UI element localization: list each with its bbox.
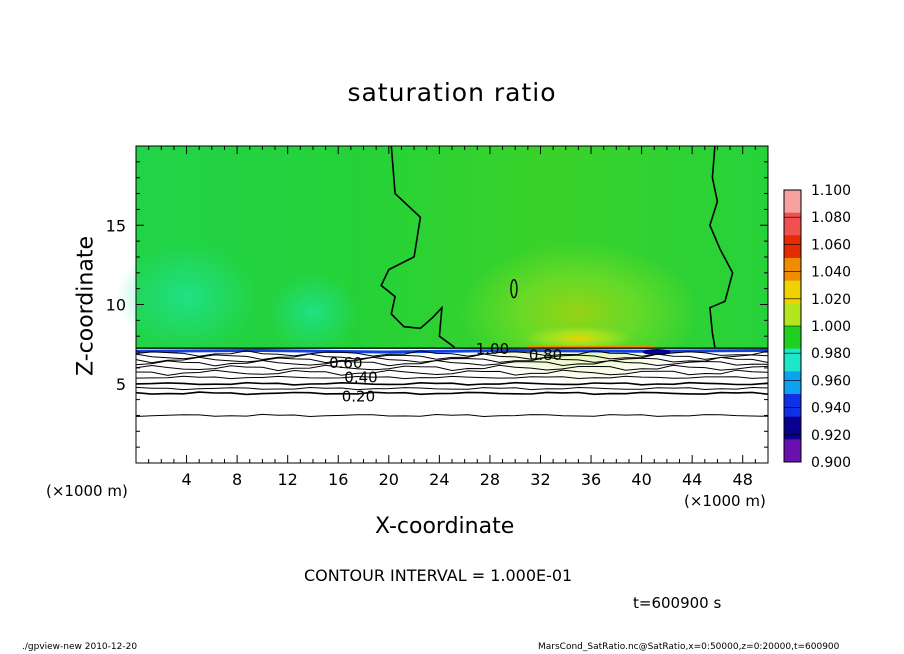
contour-line — [135, 356, 769, 364]
y-tick-label: 5 — [116, 375, 126, 394]
contour-label: 0.20 — [342, 387, 375, 405]
contour-line — [135, 386, 769, 391]
contour-label: 0.80 — [529, 346, 562, 364]
field-orange-band — [527, 345, 655, 349]
colorbar-bin — [784, 235, 801, 259]
colorbar-label: 1.060 — [811, 237, 851, 253]
colorbar-bin — [784, 348, 801, 372]
colorbar-bin — [784, 212, 801, 236]
x-tick-label: 28 — [480, 470, 500, 489]
colorbar-label: 0.980 — [811, 346, 851, 362]
colorbar-label: 1.100 — [811, 183, 851, 199]
contour-line — [135, 359, 769, 367]
colorbar: 1.100 1.080 1.060 1.040 1.020 1.000 0.980 0.960… — [783, 183, 851, 471]
colorbar-label: 1.000 — [811, 319, 851, 335]
contour-labels: 0.600.400.20 1.00 0.80 — [329, 340, 562, 406]
colorbar-label: 0.900 — [811, 455, 851, 471]
colorbar-label: 0.920 — [811, 428, 851, 444]
colorbar-label: 1.080 — [811, 210, 851, 226]
contour-line — [135, 364, 769, 372]
colorbar-bin — [784, 303, 801, 327]
saturation-field — [116, 146, 769, 383]
colorbar-bin — [784, 439, 801, 463]
colorbar-bin — [784, 190, 801, 214]
field-teal-patch — [116, 241, 257, 352]
x-unit-label-right: (×1000 m) — [684, 492, 766, 510]
x-unit-label-left: (×1000 m) — [46, 482, 128, 500]
x-tick-label: 24 — [429, 470, 449, 489]
contour-line — [135, 381, 769, 386]
field-teal-patch — [267, 272, 358, 353]
contour-lines — [135, 145, 769, 418]
contour-line — [135, 350, 769, 357]
x-tick-label: 36 — [581, 470, 601, 489]
contour-line-1p00-left — [380, 145, 455, 348]
colorbar-bin — [784, 280, 801, 304]
field-hotspot-core — [523, 325, 634, 350]
contour-closed-loop — [510, 278, 518, 299]
y-axis-label: Z-coordinate — [73, 236, 99, 376]
field-blue-front — [135, 348, 769, 354]
contour-line — [135, 375, 769, 380]
footer-left: ./gpview-new 2010-12-20 — [22, 642, 138, 652]
contour-line — [135, 369, 769, 376]
contour-label: 0.40 — [344, 368, 377, 386]
y-tick-label: 10 — [106, 296, 126, 315]
x-tick-label: 16 — [328, 470, 348, 489]
contour-line — [135, 353, 769, 361]
colorbar-bin — [784, 326, 801, 350]
colorbar-label: 1.040 — [811, 265, 851, 281]
colorbar-label: 0.940 — [811, 401, 851, 417]
x-tick-label: 12 — [278, 470, 298, 489]
contour-interval-note: CONTOUR INTERVAL = 1.000E-01 — [304, 566, 573, 585]
x-tick-label: 32 — [530, 470, 550, 489]
x-tick-label: 4 — [181, 470, 191, 489]
contour-label: 1.00 — [476, 340, 509, 358]
chart-title: saturation ratio — [347, 78, 557, 107]
colorbar-label: 1.020 — [811, 292, 851, 308]
colorbar-bin — [784, 258, 801, 282]
x-axis-label: X-coordinate — [375, 514, 515, 539]
contour-line — [135, 413, 769, 418]
colorbar-bin — [784, 394, 801, 418]
colorbar-label: 0.960 — [811, 373, 851, 389]
y-tick-label: 15 — [106, 216, 126, 235]
time-note: t=600900 s — [633, 594, 722, 612]
x-tick-label: 20 — [379, 470, 399, 489]
contour-line-1p00-right — [709, 145, 734, 348]
colorbar-bin — [784, 371, 801, 395]
footer-right: MarsCond_SatRatio.nc@SatRatio,x=0:50000,… — [538, 642, 840, 652]
x-tick-label: 44 — [682, 470, 702, 489]
colorbar-bin — [784, 416, 801, 440]
contour-label: 0.60 — [329, 354, 362, 372]
x-tick-label: 40 — [631, 470, 651, 489]
x-tick-label: 8 — [232, 470, 242, 489]
contour-line — [135, 391, 769, 396]
x-tick-label: 48 — [733, 470, 753, 489]
